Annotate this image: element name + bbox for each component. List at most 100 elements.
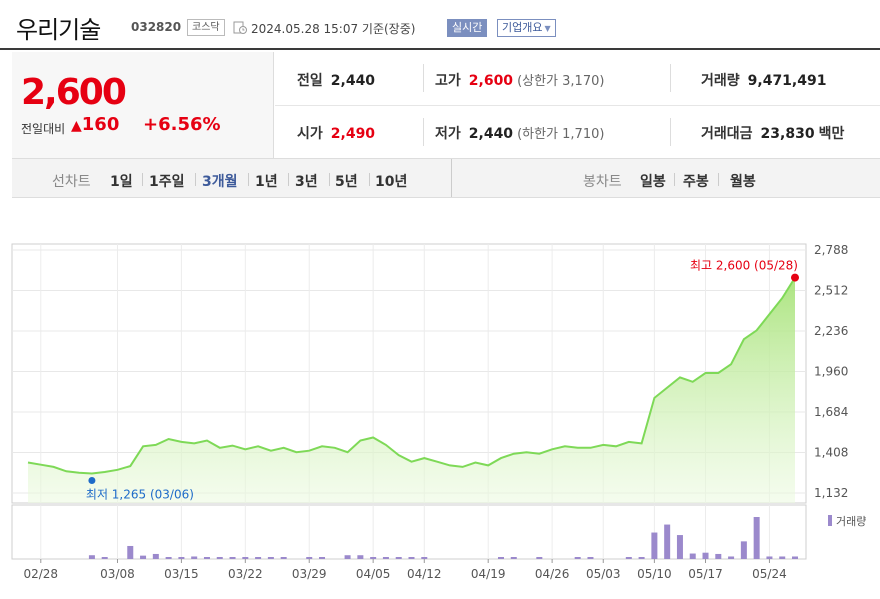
y-tick-label: 2,512 xyxy=(814,284,848,298)
x-tick-label: 04/19 xyxy=(471,567,506,581)
low-label: 최저 1,265 (03/06) xyxy=(86,487,194,501)
volume-bar xyxy=(510,557,517,559)
volume-bar xyxy=(395,557,402,559)
stat-label: 거래량 xyxy=(701,73,740,89)
volume-bar xyxy=(753,517,760,559)
stat-label: 거래대금 xyxy=(701,126,753,142)
period-10y[interactable]: 10년 xyxy=(375,174,408,190)
y-tick-label: 1,960 xyxy=(814,365,848,379)
volume-legend-label: 거래량 xyxy=(836,515,866,528)
stat-value: 9,471,491 xyxy=(747,73,827,89)
realtime-button[interactable]: 실시간 xyxy=(447,19,488,37)
stock-code: 032820 xyxy=(131,20,182,34)
volume-bar xyxy=(306,557,313,559)
y-tick-label: 1,132 xyxy=(814,486,848,500)
period-daily[interactable]: 일봉 xyxy=(640,174,666,190)
volume-bar xyxy=(779,556,786,559)
period-1w[interactable]: 1주일 xyxy=(149,174,185,190)
company-overview-button[interactable]: 기업개요 ▼ xyxy=(497,19,556,37)
period-separator xyxy=(195,173,196,186)
period-5y[interactable]: 5년 xyxy=(335,174,358,190)
volume-bar xyxy=(421,557,428,559)
period-separator xyxy=(248,173,249,186)
x-tick-label: 03/22 xyxy=(228,567,263,581)
stats-col-divider xyxy=(670,118,671,146)
volume-bar xyxy=(766,556,773,559)
period-separator xyxy=(288,173,289,186)
stat-high: 고가 2,600 (상한가 3,170) xyxy=(435,70,604,90)
volume-bar xyxy=(625,557,632,559)
volume-bar xyxy=(127,545,134,559)
volume-bar xyxy=(101,557,108,559)
price-line xyxy=(27,277,796,475)
change-label: 전일대비 xyxy=(21,122,66,136)
stat-prev-close: 전일 2,440 xyxy=(297,70,375,90)
x-tick-label: 05/10 xyxy=(637,567,672,581)
stat-label: 고가 xyxy=(435,73,461,89)
high-label: 최고 2,600 (05/28) xyxy=(690,259,798,273)
triangle-up-icon: ▲ xyxy=(71,118,82,134)
volume-bar xyxy=(191,556,198,559)
company-overview-label: 기업개요 xyxy=(502,21,543,34)
x-tick-label: 03/08 xyxy=(100,567,135,581)
stat-volume: 거래량 9,471,491 xyxy=(701,70,826,90)
x-tick-label: 05/03 xyxy=(586,567,621,581)
volume-bar xyxy=(676,535,683,559)
x-tick-label: 04/26 xyxy=(535,567,570,581)
period-3y[interactable]: 3년 xyxy=(295,174,318,190)
period-weekly[interactable]: 주봉 xyxy=(683,174,709,190)
price-chart-svg: 2,788 2,512 2,236 1,960 1,684 1,408 1,132 02/28… xyxy=(11,243,866,581)
stat-sub: (하한가 1,710) xyxy=(517,127,605,142)
y-tick-label: 2,788 xyxy=(814,243,848,257)
x-tick-label: 02/28 xyxy=(23,567,58,581)
volume-bar xyxy=(574,557,581,559)
volume-bar xyxy=(740,541,747,559)
stats-row-divider xyxy=(275,105,880,106)
stat-value: 2,440 xyxy=(468,126,514,142)
document-clock-icon xyxy=(233,21,247,34)
stat-unit: 백만 xyxy=(818,126,845,142)
period-separator xyxy=(142,173,143,186)
stat-low: 저가 2,440 (하한가 1,710) xyxy=(435,123,604,143)
volume-bar xyxy=(178,557,185,559)
volume-bar xyxy=(702,552,709,559)
stat-label: 시가 xyxy=(297,126,323,142)
market-badge: 코스닥 xyxy=(187,19,225,36)
period-1y[interactable]: 1년 xyxy=(255,174,278,190)
company-name: 우리기술 xyxy=(16,16,101,44)
volume-bar xyxy=(587,557,594,559)
volume-bar xyxy=(536,557,543,559)
current-price: 2,600 xyxy=(21,72,127,113)
stats-col-divider xyxy=(423,118,424,146)
volume-bar xyxy=(357,555,364,559)
y-tick-label: 2,236 xyxy=(814,324,848,338)
x-tick-label: 04/05 xyxy=(356,567,391,581)
volume-bar xyxy=(267,557,274,559)
volume-bar xyxy=(344,555,351,559)
title-bar: 우리기술 032820 코스닥 2024.05.28 15:07 기준(장중) … xyxy=(0,0,880,50)
timestamp: 2024.05.28 15:07 기준(장중) xyxy=(251,22,416,36)
period-monthly[interactable]: 월봉 xyxy=(730,174,756,190)
period-1d[interactable]: 1일 xyxy=(110,174,133,190)
x-tick-label: 04/12 xyxy=(407,567,442,581)
stats-col-divider xyxy=(670,64,671,92)
stat-label: 저가 xyxy=(435,126,461,142)
change-amount-value: 160 xyxy=(81,114,120,135)
price-panel: 2,600 전일대비 ▲160 +6.56% xyxy=(12,52,274,158)
line-chart-label: 선차트 xyxy=(52,174,91,190)
volume-bar xyxy=(152,553,159,559)
stats-table: 전일 2,440 고가 2,600 (상한가 3,170) 거래량 9,471,491 … xyxy=(275,52,880,158)
volume-bar xyxy=(651,532,658,559)
period-3m[interactable]: 3개월 xyxy=(202,174,238,190)
x-tick-label: 05/17 xyxy=(688,567,723,581)
volume-bar xyxy=(497,557,504,559)
volume-bar xyxy=(216,557,223,559)
stat-value: 2,600 xyxy=(468,73,514,89)
period-separator xyxy=(329,173,330,186)
high-marker xyxy=(791,273,799,282)
stats-col-divider xyxy=(423,64,424,92)
volume-bar xyxy=(792,556,798,559)
volume-legend-swatch xyxy=(828,515,832,526)
volume-bar xyxy=(664,524,671,559)
caret-down-icon: ▼ xyxy=(544,24,551,33)
